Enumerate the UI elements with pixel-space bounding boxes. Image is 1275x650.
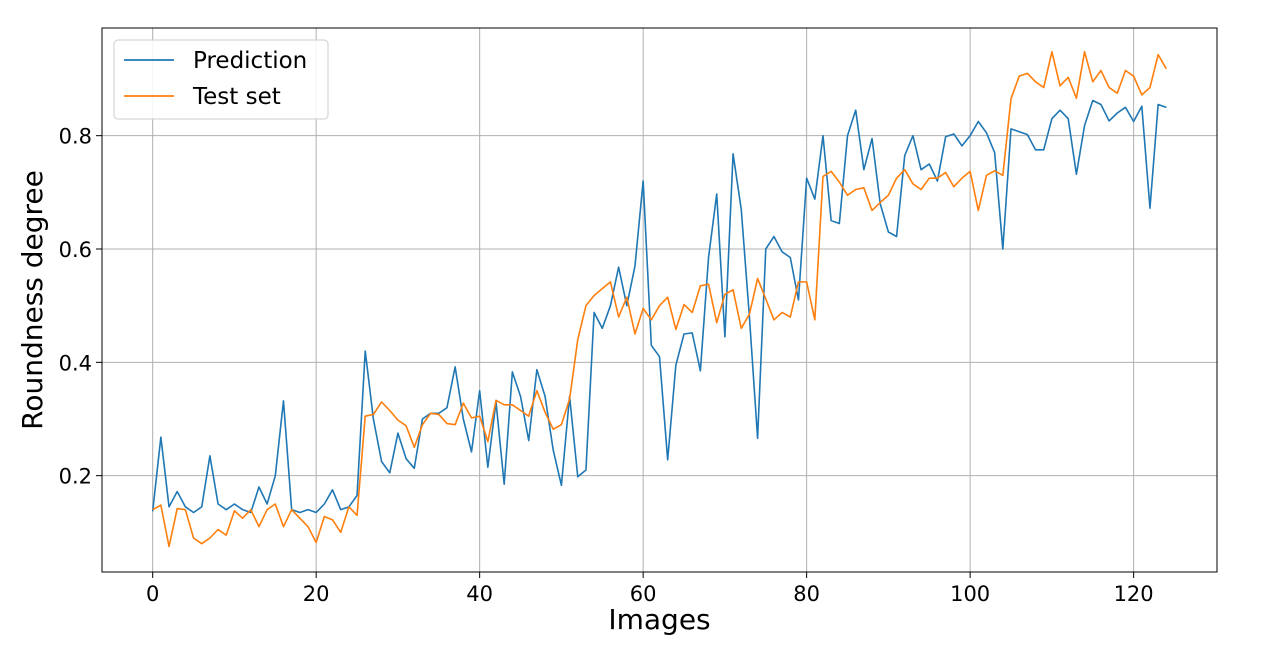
x-tick-label: 60 <box>630 582 657 606</box>
plot-area-frame <box>101 27 1218 573</box>
x-tick-label: 20 <box>303 582 330 606</box>
x-tick-label: 40 <box>466 582 493 606</box>
series-line-test-set <box>152 50 1168 548</box>
y-tick-label: 0.8 <box>59 125 92 149</box>
legend-label-prediction: Prediction <box>193 48 307 74</box>
legend-label-test-set: Test set <box>192 84 281 110</box>
y-axis-label: Roundness degree <box>16 170 49 430</box>
axis-ticks: 0 20 40 60 80 100 120 0.2 0.4 0.6 0.8 <box>59 125 1154 606</box>
series-lines <box>151 50 1168 548</box>
y-tick-label: 0.4 <box>59 351 92 375</box>
x-axis-label: Images <box>608 603 710 636</box>
x-tick-label: 80 <box>793 582 820 606</box>
y-tick-label: 0.6 <box>59 238 92 262</box>
series-line-prediction <box>151 99 1167 514</box>
x-tick-label: 0 <box>146 582 159 606</box>
y-tick-label: 0.2 <box>59 465 92 489</box>
legend: Prediction Test set <box>113 39 329 120</box>
grid <box>102 28 1217 572</box>
x-tick-label: 120 <box>1114 582 1154 606</box>
x-tick-label: 100 <box>950 582 990 606</box>
